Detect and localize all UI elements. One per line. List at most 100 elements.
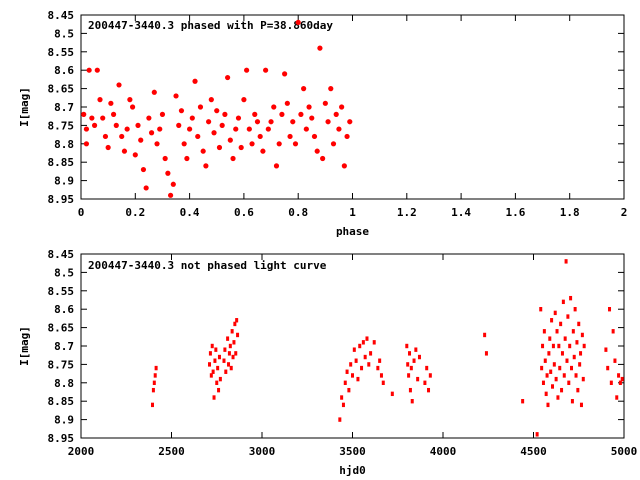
data-point: [406, 362, 410, 367]
data-point: [176, 122, 182, 128]
data-point: [246, 126, 252, 132]
data-point: [231, 354, 235, 360]
data-point: [580, 332, 584, 338]
data-point: [211, 130, 217, 136]
data-point: [214, 347, 218, 352]
y-tick-label: 8.5: [54, 266, 74, 279]
data-point: [102, 133, 109, 140]
y-tick-label: 8.7: [54, 340, 74, 353]
y-tick-label: 8.95: [48, 432, 75, 445]
data-point: [282, 71, 288, 77]
data-point: [378, 358, 382, 363]
data-point: [260, 148, 266, 154]
data-point: [157, 126, 163, 132]
data-point: [252, 111, 258, 117]
data-point: [230, 329, 234, 334]
data-point: [570, 365, 574, 371]
data-point: [562, 373, 566, 378]
data-point: [151, 387, 155, 393]
x-tick-label: 2000: [68, 445, 95, 458]
data-point: [376, 365, 380, 371]
data-point: [425, 365, 429, 371]
data-point: [423, 380, 427, 385]
data-point: [273, 163, 280, 169]
data-point: [347, 119, 353, 125]
data-point: [91, 122, 98, 128]
data-point: [573, 307, 577, 312]
data-point: [417, 354, 421, 360]
data-point: [200, 148, 206, 154]
y-tick-label: 8.7: [54, 101, 74, 114]
data-point: [414, 347, 418, 352]
data-point: [203, 163, 209, 169]
data-point: [577, 321, 581, 327]
data-point: [235, 318, 239, 323]
y-tick-label: 8.9: [54, 414, 74, 427]
chart-title: 200447-3440.3 not phased light curve: [88, 259, 327, 272]
y-tick-label: 8.55: [48, 46, 75, 59]
data-point: [298, 111, 304, 117]
data-point: [535, 432, 539, 437]
data-point: [546, 402, 550, 408]
x-tick-label: 0.8: [288, 206, 308, 219]
data-point: [351, 373, 354, 378]
data-point: [233, 321, 237, 327]
x-axis-label: hjd0: [339, 464, 366, 477]
data-point: [381, 380, 385, 385]
data-point: [330, 141, 337, 147]
data-point: [167, 192, 174, 198]
data-point: [579, 351, 583, 356]
x-tick-label: 4000: [430, 445, 457, 458]
data-point: [336, 126, 342, 132]
data-point: [547, 351, 551, 356]
data-point: [138, 137, 144, 143]
data-point: [343, 380, 347, 385]
data-point: [151, 89, 157, 95]
unphased-light-curve-panel: 8.458.58.558.68.658.78.758.88.858.98.952…: [18, 248, 637, 477]
y-tick-label: 8.75: [48, 358, 75, 371]
data-point: [369, 351, 373, 356]
data-point: [189, 115, 195, 121]
data-point: [216, 365, 220, 371]
data-point: [121, 148, 128, 154]
data-point: [579, 402, 583, 408]
data-point: [344, 133, 350, 140]
data-point: [341, 163, 347, 169]
data-point: [83, 126, 90, 132]
data-point: [268, 119, 274, 125]
y-tick-label: 8.9: [54, 175, 74, 188]
data-point: [215, 380, 219, 385]
data-point: [483, 332, 487, 338]
data-point: [146, 115, 152, 121]
data-point: [563, 336, 567, 341]
data-point: [539, 307, 543, 312]
data-point: [569, 295, 573, 301]
data-point: [618, 380, 622, 385]
y-tick-label: 8.75: [48, 119, 75, 132]
data-point: [339, 104, 345, 110]
data-point: [560, 351, 564, 356]
data-point: [213, 358, 217, 363]
y-tick-label: 8.85: [48, 156, 75, 169]
y-tick-label: 8.45: [48, 248, 75, 261]
data-point: [170, 181, 176, 187]
data-point: [606, 365, 610, 371]
data-point: [314, 148, 320, 154]
data-point: [556, 395, 560, 400]
data-point: [541, 380, 545, 385]
data-point: [206, 119, 212, 125]
data-point: [347, 387, 351, 393]
data-point: [306, 104, 312, 110]
data-point: [575, 340, 579, 345]
data-point: [287, 133, 293, 140]
data-point: [541, 343, 545, 349]
data-point: [159, 111, 166, 117]
data-point: [162, 155, 168, 162]
data-point: [284, 100, 290, 106]
data-point: [83, 141, 90, 147]
y-tick-label: 8.45: [48, 9, 75, 22]
data-point: [208, 351, 212, 356]
data-point: [124, 126, 130, 132]
x-tick-label: 1.2: [397, 206, 417, 219]
y-tick-label: 8.8: [54, 138, 74, 151]
